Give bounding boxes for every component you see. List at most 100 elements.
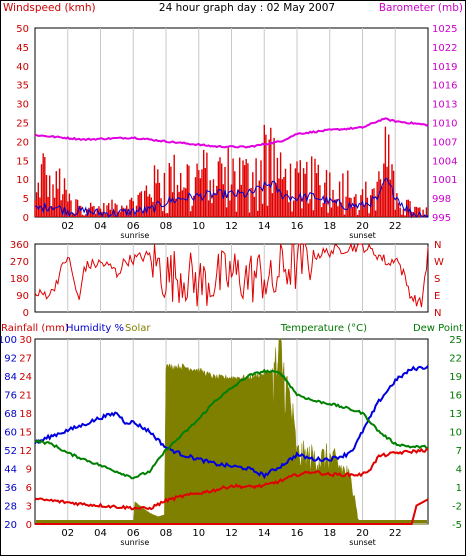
- windspeed-gust-bars: [34, 124, 428, 217]
- sunrise-label: sunrise: [120, 231, 149, 240]
- wind-y-tick: 30: [16, 100, 29, 111]
- temperature-y-tick: -2: [452, 502, 462, 513]
- humidity-y-tick: 44: [4, 465, 17, 476]
- rainfall-y-tick: 3: [26, 502, 32, 513]
- direction-y-tick: 90: [16, 291, 29, 302]
- direction-y-tick: 270: [10, 257, 29, 268]
- wind-y-tick: 0: [23, 213, 29, 224]
- wind-direction-line: [34, 242, 429, 308]
- temperature-y-tick: 13: [449, 409, 462, 420]
- barometer-y-tick: 998: [432, 194, 451, 205]
- wind-y-tick: 10: [16, 175, 29, 186]
- dewpoint-axis-label: Dew Point: [413, 323, 463, 334]
- temperature-y-tick: 25: [449, 335, 462, 346]
- climate-x-tick: 02: [61, 528, 74, 539]
- climate-x-tick: 14: [258, 528, 271, 539]
- sunrise-label: sunrise: [120, 538, 149, 547]
- temperature-y-tick: 16: [449, 391, 462, 402]
- rainfall-y-tick: 24: [19, 372, 32, 383]
- wind-y-tick: 15: [16, 156, 29, 167]
- rainfall-y-tick: 21: [19, 391, 32, 402]
- rainfall-y-tick: 0: [26, 520, 32, 531]
- humidity-y-tick: 76: [4, 391, 17, 402]
- temperature-y-tick: -5: [452, 520, 462, 531]
- climate-x-tick: 04: [94, 528, 107, 539]
- humidity-y-tick: 68: [4, 409, 17, 420]
- direction-y-tick: 180: [10, 274, 29, 285]
- wind-y-tick: 20: [16, 137, 29, 148]
- barometer-y-tick: 1010: [432, 119, 457, 130]
- climate-x-tick: 08: [160, 528, 173, 539]
- rainfall-axis-label: Rainfall (mm): [1, 323, 69, 334]
- wind-x-tick: 02: [61, 221, 74, 232]
- humidity-y-tick: 92: [4, 354, 17, 365]
- wind-x-tick: 18: [323, 221, 336, 232]
- climate-x-tick: 20: [356, 528, 369, 539]
- climate-x-tick: 10: [192, 528, 205, 539]
- temperature-y-tick: 22: [449, 354, 462, 365]
- sunset-label: sunset: [349, 538, 376, 547]
- barometer-line: [34, 117, 429, 149]
- wind-x-tick: 16: [291, 221, 304, 232]
- rainfall-y-tick: 12: [19, 446, 32, 457]
- dewpoint-line: [34, 447, 429, 511]
- temperature-y-tick: 1: [456, 483, 462, 494]
- sunset-label: sunset: [349, 231, 376, 240]
- temperature-y-tick: 19: [449, 372, 462, 383]
- barometer-y-tick: 1022: [432, 43, 457, 54]
- temperature-y-tick: 4: [456, 465, 462, 476]
- barometer-y-tick: 995: [432, 213, 451, 224]
- direction-y-tick: 360: [10, 240, 29, 251]
- wind-x-tick: 04: [94, 221, 107, 232]
- temperature-axis-label: Temperature (°C): [280, 323, 367, 334]
- humidity-line: [34, 365, 429, 480]
- humidity-axis-label: Humidity %: [66, 323, 124, 334]
- humidity-y-tick: 100: [0, 335, 17, 346]
- wind-x-tick: 20: [356, 221, 369, 232]
- humidity-y-tick: 36: [4, 483, 17, 494]
- temperature-y-tick: 10: [449, 428, 462, 439]
- compass-y-tick: S: [434, 274, 440, 285]
- climate-x-tick: 16: [291, 528, 304, 539]
- windspeed-axis-label: Windspeed (kmh): [3, 2, 96, 14]
- compass-y-tick: W: [434, 257, 444, 268]
- barometer-y-tick: 1025: [432, 24, 457, 35]
- climate-x-tick: 12: [225, 528, 238, 539]
- climate-x-tick: 06: [127, 528, 140, 539]
- barometer-y-tick: 1007: [432, 137, 457, 148]
- barometer-y-tick: 1016: [432, 81, 457, 92]
- compass-y-tick: N: [434, 308, 441, 319]
- wind-y-tick: 35: [16, 81, 29, 92]
- barometer-y-tick: 1004: [432, 156, 457, 167]
- solar-axis-label: Solar: [125, 323, 151, 334]
- temperature-y-tick: 7: [456, 446, 462, 457]
- humidity-y-tick: 28: [4, 502, 17, 513]
- rainfall-y-tick: 18: [19, 409, 32, 420]
- barometer-y-tick: 1019: [432, 62, 457, 73]
- wind-y-tick: 40: [16, 62, 29, 73]
- rainfall-y-tick: 6: [26, 483, 32, 494]
- humidity-y-tick: 20: [4, 520, 17, 531]
- barometer-y-tick: 1001: [432, 175, 457, 186]
- solar-baseline: [36, 520, 427, 523]
- wind-x-tick: 08: [160, 221, 173, 232]
- wind-x-tick: 10: [192, 221, 205, 232]
- rainfall-line: [35, 498, 429, 525]
- rainfall-y-tick: 9: [26, 465, 32, 476]
- humidity-y-tick: 52: [4, 446, 17, 457]
- wind-y-tick: 25: [16, 119, 29, 130]
- compass-y-tick: E: [434, 291, 440, 302]
- windspeed-average-line: [34, 177, 429, 219]
- wind-x-tick: 14: [258, 221, 271, 232]
- compass-y-tick: N: [434, 240, 441, 251]
- wind-y-tick: 50: [16, 24, 29, 35]
- climate-x-tick: 18: [323, 528, 336, 539]
- temperature-line: [34, 368, 429, 480]
- wind-x-tick: 22: [389, 221, 402, 232]
- wind-x-tick: 06: [127, 221, 140, 232]
- rainfall-y-tick: 30: [19, 335, 32, 346]
- rainfall-y-tick: 27: [19, 354, 32, 365]
- wind-y-tick: 5: [23, 194, 29, 205]
